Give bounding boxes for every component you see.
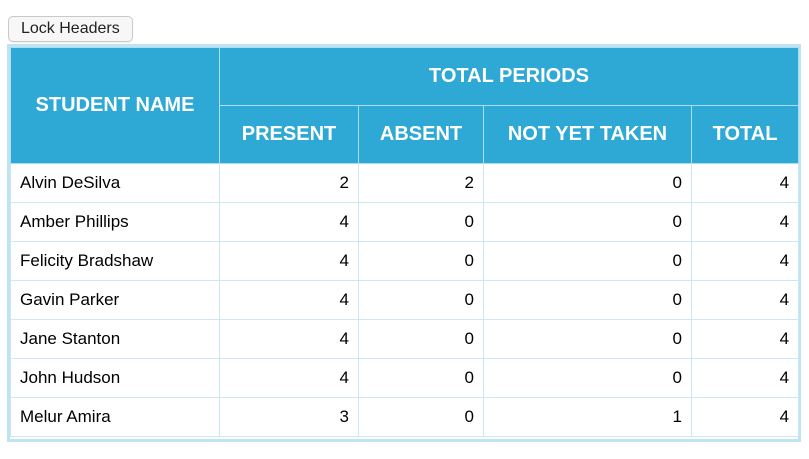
cell-present: 3	[219, 397, 359, 437]
column-header-student-name[interactable]: STUDENT NAME	[10, 47, 220, 164]
cell-student-name: Felicity Bradshaw	[10, 241, 220, 281]
cell-student-name: John Hudson	[10, 358, 220, 398]
cell-total: 4	[690, 397, 800, 437]
attendance-table-container: STUDENT NAME TOTAL PERIODS PRESENT ABSEN…	[7, 44, 801, 442]
cell-not-yet-taken: 1	[483, 397, 692, 437]
cell-absent: 0	[358, 241, 484, 281]
cell-present: 4	[219, 358, 359, 398]
cell-student-name: Amber Phillips	[10, 202, 220, 242]
table-row: Gavin Parker 4 0 0 4	[10, 280, 800, 320]
column-header-total[interactable]: TOTAL	[690, 105, 800, 164]
table-row: Melur Amira 3 0 1 4	[10, 397, 800, 437]
table-row: Jane Stanton 4 0 0 4	[10, 319, 800, 359]
header-row-sub: PRESENT ABSENT NOT YET TAKEN TOTAL	[11, 105, 800, 164]
column-header-absent[interactable]: ABSENT	[358, 105, 484, 164]
lock-headers-button[interactable]: Lock Headers	[8, 16, 133, 42]
cell-student-name: Gavin Parker	[10, 280, 220, 320]
cell-student-name: Jane Stanton	[10, 319, 220, 359]
table-row: Alvin DeSilva 2 2 0 4	[10, 163, 800, 203]
cell-absent: 0	[358, 319, 484, 359]
table-body: Alvin DeSilva 2 2 0 4 Amber Phillips 4 0…	[10, 163, 800, 437]
cell-total: 4	[690, 319, 800, 359]
cell-not-yet-taken: 0	[483, 163, 692, 203]
cell-present: 4	[219, 280, 359, 320]
cell-student-name: Melur Amira	[10, 397, 220, 437]
cell-absent: 0	[358, 397, 484, 437]
cell-total: 4	[690, 280, 800, 320]
cell-not-yet-taken: 0	[483, 358, 692, 398]
cell-not-yet-taken: 0	[483, 319, 692, 359]
column-header-not-yet-taken[interactable]: NOT YET TAKEN	[483, 105, 692, 164]
header-row-top: STUDENT NAME TOTAL PERIODS	[10, 47, 800, 164]
cell-total: 4	[690, 241, 800, 281]
column-group-header-total-periods: TOTAL PERIODS	[218, 47, 800, 106]
cell-present: 4	[219, 319, 359, 359]
cell-present: 4	[219, 241, 359, 281]
column-header-present[interactable]: PRESENT	[219, 105, 359, 164]
cell-absent: 2	[358, 163, 484, 203]
table-row: John Hudson 4 0 0 4	[10, 358, 800, 398]
table-row: Felicity Bradshaw 4 0 0 4	[10, 241, 800, 281]
cell-not-yet-taken: 0	[483, 202, 692, 242]
cell-total: 4	[690, 358, 800, 398]
cell-student-name: Alvin DeSilva	[10, 163, 220, 203]
cell-present: 4	[219, 202, 359, 242]
cell-absent: 0	[358, 280, 484, 320]
table-row: Amber Phillips 4 0 0 4	[10, 202, 800, 242]
cell-not-yet-taken: 0	[483, 280, 692, 320]
table-header: STUDENT NAME TOTAL PERIODS PRESENT ABSEN…	[10, 47, 800, 164]
cell-total: 4	[690, 163, 800, 203]
cell-present: 2	[219, 163, 359, 203]
cell-absent: 0	[358, 202, 484, 242]
attendance-table: STUDENT NAME TOTAL PERIODS PRESENT ABSEN…	[10, 47, 800, 437]
cell-total: 4	[690, 202, 800, 242]
cell-absent: 0	[358, 358, 484, 398]
cell-not-yet-taken: 0	[483, 241, 692, 281]
